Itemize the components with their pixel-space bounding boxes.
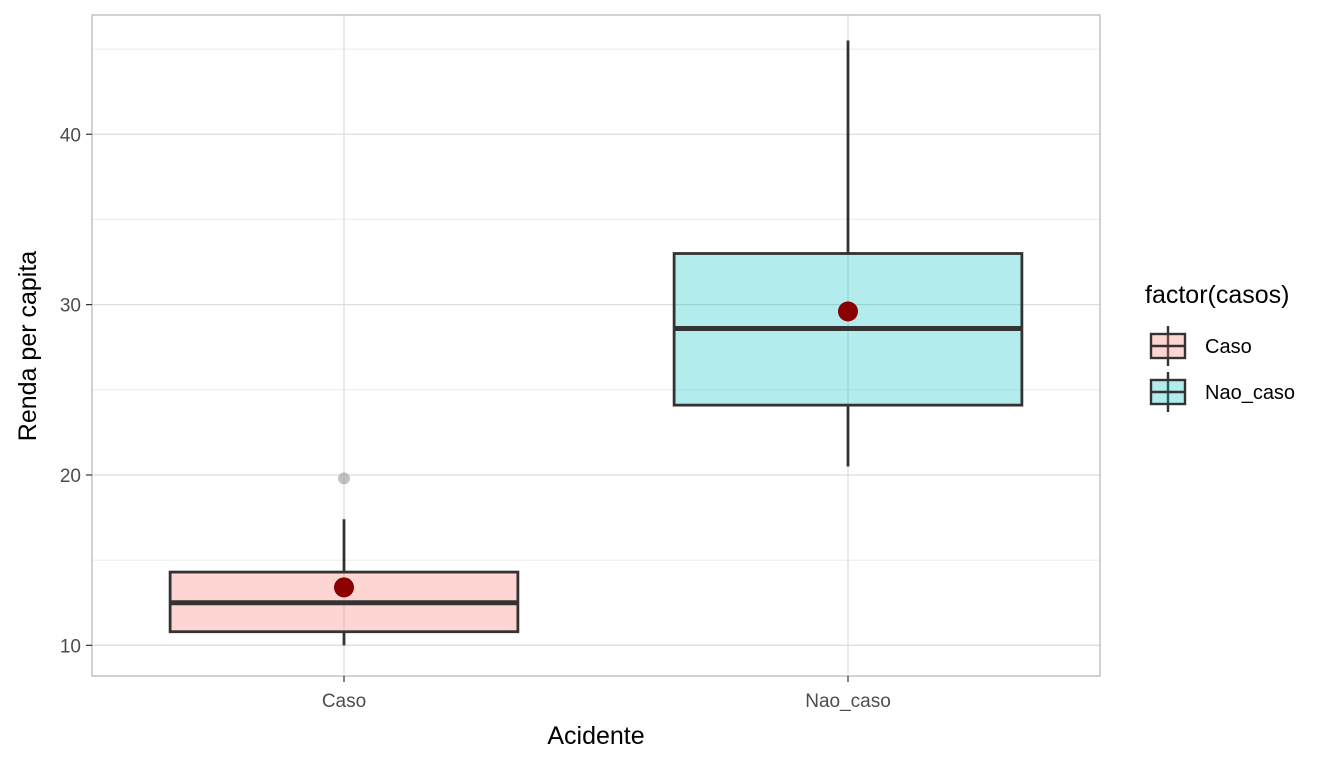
legend-title: factor(casos)	[1145, 281, 1289, 309]
legend: factor(casos) Caso Nao_caso	[1145, 281, 1295, 412]
legend-entry-Caso: Caso	[1149, 326, 1252, 366]
plot-panel-border	[91, 14, 1101, 677]
legend-label: Nao_caso	[1205, 382, 1295, 404]
x-tick-label: Caso	[322, 691, 366, 712]
x-axis: Caso Nao_caso	[322, 676, 891, 712]
y-tick-label: 40	[60, 125, 81, 146]
x-tick-label: Nao_caso	[805, 691, 891, 712]
mean-point	[838, 301, 858, 322]
y-tick-label: 20	[60, 466, 81, 487]
y-tick-label: 10	[60, 636, 81, 657]
legend-entry-Nao_caso: Nao_caso	[1149, 372, 1295, 412]
box-Nao_caso	[672, 40, 1024, 467]
y-axis-title: Renda per capita	[14, 251, 42, 442]
plot-panel	[92, 15, 1100, 676]
legend-label: Caso	[1205, 336, 1252, 358]
box-layer	[168, 40, 1024, 646]
minor-gridlines	[92, 48, 1100, 561]
x-axis-title: Acidente	[547, 722, 644, 750]
y-axis: 10 20 30 40	[60, 125, 92, 657]
box-Caso	[168, 472, 520, 646]
outlier-point	[338, 472, 350, 485]
y-tick-label: 30	[60, 296, 81, 317]
mean-point	[334, 577, 354, 598]
